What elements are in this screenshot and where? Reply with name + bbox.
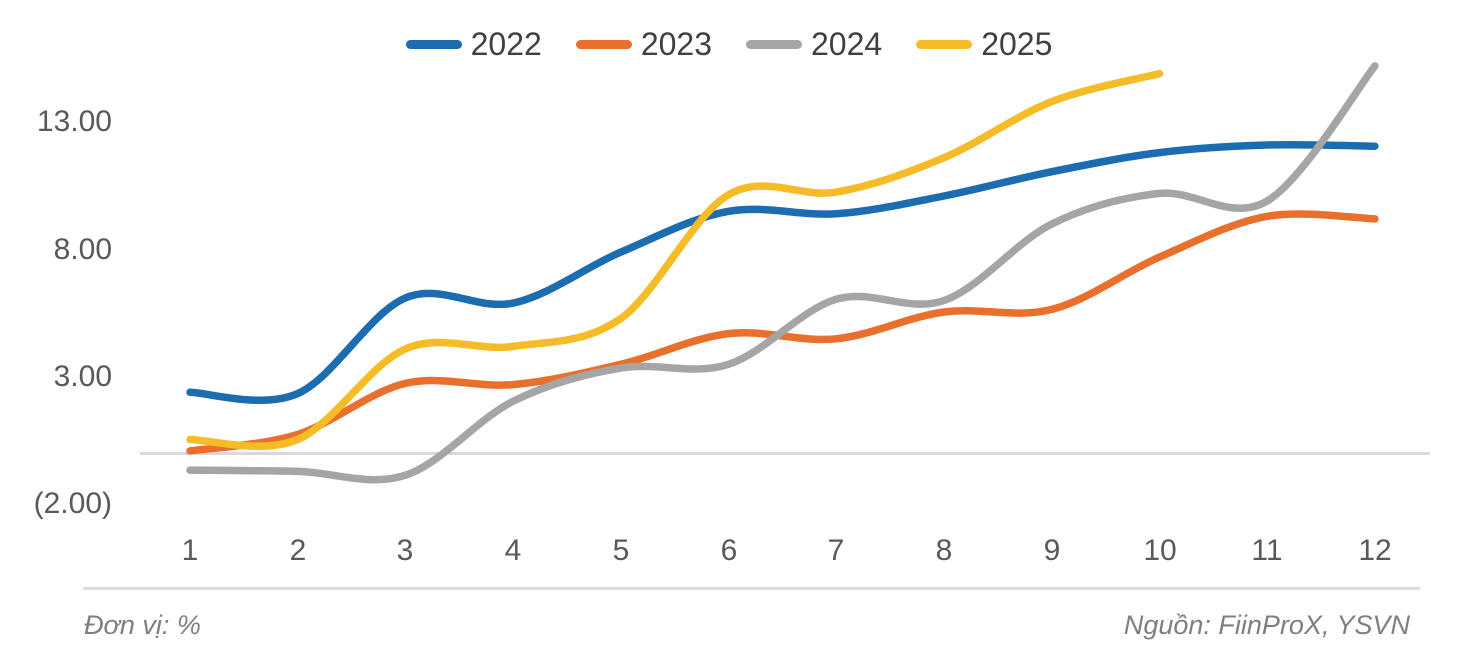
- x-axis-tick-label: 3: [396, 534, 414, 567]
- legend-swatch-2022-icon: [405, 39, 462, 49]
- legend-swatch-2025-icon: [916, 39, 973, 49]
- x-axis-tick-label: 8: [935, 534, 953, 567]
- x-axis-tick-label: 12: [1358, 534, 1392, 567]
- legend-label-2023: 2023: [640, 26, 712, 62]
- legend-swatch-2023-icon: [575, 39, 632, 49]
- legend-item-2022: 2022: [405, 26, 542, 62]
- legend-item-2023: 2023: [575, 26, 712, 62]
- x-axis-tick-label: 9: [1043, 534, 1061, 567]
- x-axis-tick-label: 4: [504, 534, 522, 567]
- series-layer: [186, 62, 1379, 484]
- unit-label: Đơn vị: %: [84, 610, 201, 640]
- y-axis-tick-label: (2.00): [33, 487, 112, 520]
- legend: 2022 2023 2024 2025: [0, 28, 1458, 60]
- x-axis-tick-label: 10: [1143, 534, 1177, 567]
- source-label: Nguồn: FiinProX, YSVN: [1123, 610, 1410, 640]
- line-series-2022: [186, 140, 1379, 404]
- x-axis-tick-label: 2: [289, 534, 307, 567]
- legend-item-2024: 2024: [746, 28, 882, 60]
- y-axis-tick-label: 13.00: [36, 105, 112, 138]
- legend-item-2025: 2025: [916, 28, 1052, 60]
- y-axis-tick-label: 3.00: [53, 360, 112, 393]
- footer-divider: [83, 587, 1420, 590]
- x-axis-tick-label: 11: [1251, 534, 1283, 567]
- line-series-2025: [186, 69, 1164, 450]
- line-series-2024: [186, 62, 1379, 484]
- x-axis-tick-label: 1: [181, 534, 199, 567]
- x-axis-tick-label: 5: [612, 534, 630, 567]
- legend-label-2022: 2022: [470, 26, 542, 62]
- x-axis-tick-label: 6: [720, 534, 738, 567]
- x-axis-tick-label: 7: [827, 534, 845, 567]
- legend-swatch-2024-icon: [746, 39, 802, 49]
- legend-label-2024: 2024: [811, 26, 883, 62]
- legend-label-2025: 2025: [981, 26, 1053, 62]
- y-axis-tick-label: 8.00: [53, 233, 112, 266]
